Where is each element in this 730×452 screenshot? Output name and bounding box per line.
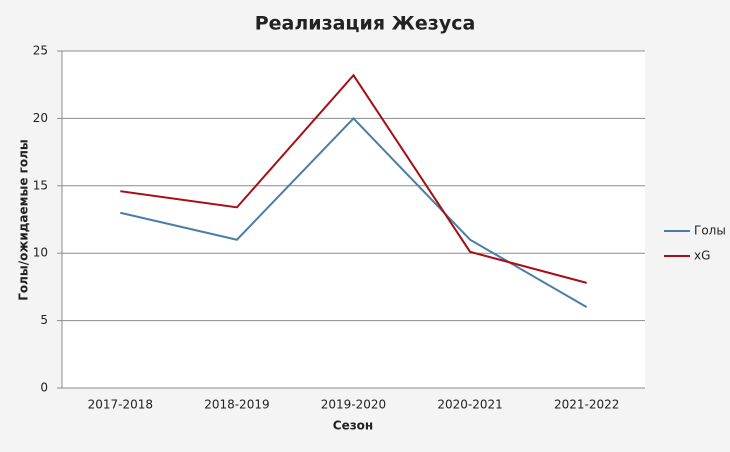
- x-tick-label: 2017-2018: [88, 398, 153, 412]
- y-tick-label: 0: [40, 381, 48, 395]
- chart-title: Реализация Жезуса: [255, 13, 476, 35]
- y-tick-label: 15: [33, 178, 48, 192]
- y-axis-title: Голы/ожидаемые голы: [17, 139, 31, 301]
- x-tick-label: 2019-2020: [321, 398, 386, 412]
- x-tick-label: 2018-2019: [204, 398, 269, 412]
- series-line: [120, 73, 587, 284]
- x-axis-title: Сезон: [333, 419, 373, 433]
- x-tick-label: 2021-2022: [554, 398, 619, 412]
- legend-label: Голы: [694, 224, 726, 238]
- y-tick-label: 25: [33, 44, 48, 58]
- x-tick-label: 2020-2021: [437, 398, 502, 412]
- y-tick-label: 5: [40, 313, 48, 327]
- y-tick-label: 20: [33, 111, 48, 125]
- y-tick-label: 10: [33, 246, 48, 260]
- plot-area: [62, 51, 645, 388]
- legend-label: xG: [694, 249, 710, 263]
